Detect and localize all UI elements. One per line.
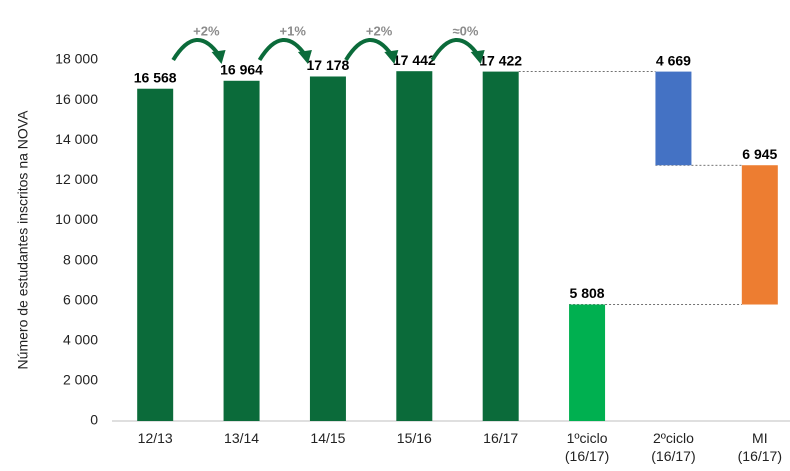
- value-label: 5 808: [570, 285, 605, 301]
- y-tick-label: 16 000: [55, 91, 98, 107]
- arrow-head: [211, 50, 226, 64]
- value-label: 16 568: [134, 69, 177, 85]
- bar: [396, 71, 433, 421]
- bar: [482, 71, 519, 422]
- x-tick-label: 12/13: [138, 430, 173, 446]
- x-tick-label: MI (16/17): [738, 430, 782, 464]
- y-tick-label: 18 000: [55, 51, 98, 67]
- arrow: [171, 38, 222, 62]
- y-tick-label: 4 000: [63, 331, 98, 347]
- value-label: 4 669: [656, 52, 691, 68]
- y-tick-label: 12 000: [55, 171, 98, 187]
- annotation: +1%: [280, 23, 307, 38]
- y-tick-label: 6 000: [63, 291, 98, 307]
- x-tick-label: 16/17: [483, 430, 518, 446]
- y-tick-label: 2 000: [63, 372, 98, 388]
- bar: [741, 165, 778, 305]
- x-tick-label: 14/15: [310, 430, 345, 446]
- y-tick-label: 14 000: [55, 131, 98, 147]
- bar: [223, 80, 260, 421]
- annotation: ≈0%: [453, 23, 479, 38]
- x-tick-label: 2ºciclo (16/17): [651, 430, 695, 464]
- bar: [309, 76, 346, 422]
- annotation: +2%: [366, 23, 393, 38]
- arrow-head: [384, 50, 399, 64]
- arrow: [344, 38, 394, 62]
- value-label: 17 442: [393, 52, 436, 68]
- y-tick-label: 0: [90, 412, 98, 428]
- x-tick-label: 15/16: [397, 430, 432, 446]
- y-tick-label: 8 000: [63, 251, 98, 267]
- annotation: +2%: [193, 23, 220, 38]
- value-label: 17 422: [479, 52, 522, 68]
- bar: [569, 304, 606, 421]
- x-tick-label: 1ºciclo (16/17): [565, 430, 609, 464]
- y-axis-label: Número de estudantes inscritos na NOVA: [15, 110, 31, 370]
- value-label: 6 945: [742, 146, 777, 162]
- bar: [655, 71, 692, 166]
- arrow-head: [297, 50, 312, 64]
- value-label: 16 964: [220, 61, 263, 77]
- value-label: 17 178: [307, 57, 350, 73]
- arrow: [430, 38, 481, 62]
- x-tick-label: 13/14: [224, 430, 259, 446]
- arrow: [257, 38, 308, 62]
- arrow-head: [470, 50, 485, 64]
- bar: [137, 88, 174, 422]
- y-tick-label: 10 000: [55, 211, 98, 227]
